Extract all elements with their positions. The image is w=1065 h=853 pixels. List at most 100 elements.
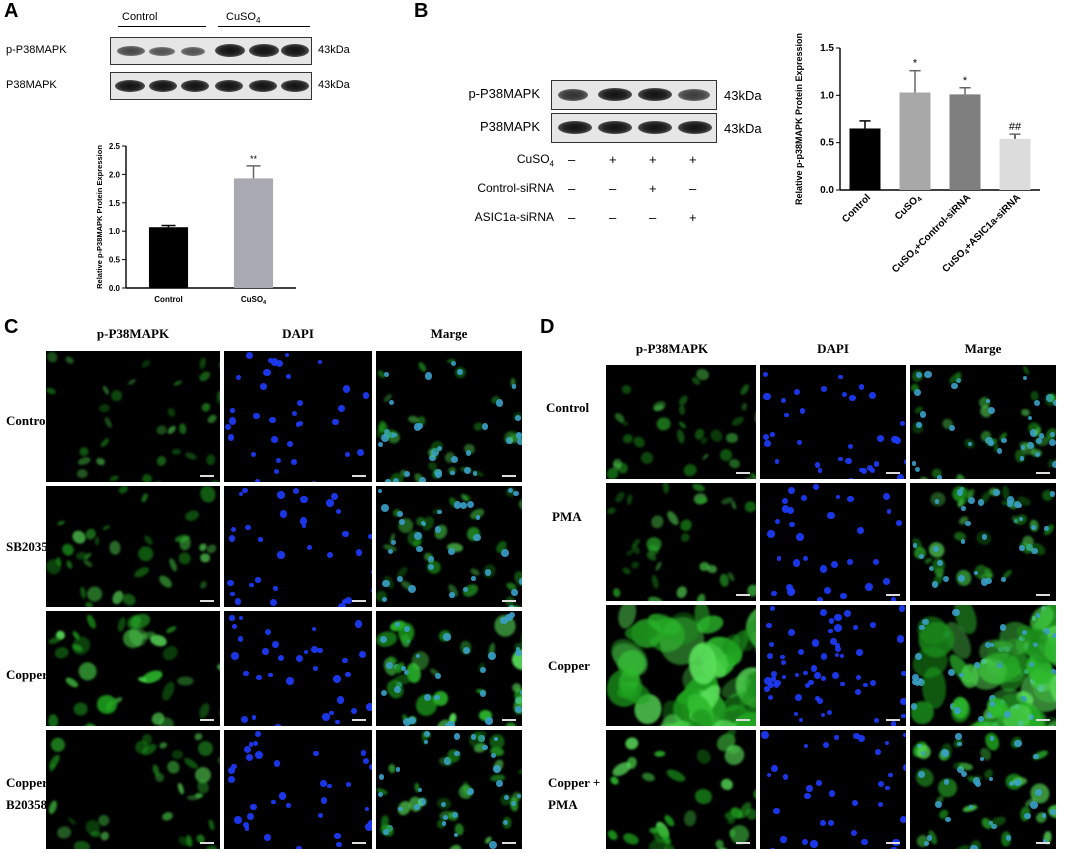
d-micrograph-r0-c2 — [910, 365, 1056, 479]
treatment-label-control-sirna: Control-siRNA — [477, 181, 554, 195]
y-axis-label: Relative p-P38MAPK Protein Expression — [95, 145, 104, 289]
sign-r0-c2: + — [649, 152, 657, 167]
blot-p38-a — [110, 72, 312, 100]
c-micrograph-r1-c1 — [224, 486, 372, 607]
category-label-1: CuSO4 — [241, 295, 267, 306]
d-micrograph-r1-c0 — [606, 483, 756, 601]
treatment-label-asic1a-sirna: ASIC1a-siRNA — [474, 210, 554, 224]
col-head-c-dapi: DAPI — [282, 326, 314, 341]
c-micrograph-r3-c1 — [224, 730, 372, 849]
sign-r0-c3: + — [689, 152, 697, 167]
bar-1 — [899, 92, 931, 190]
blot-label-p-p38-a: p-P38MAPK — [6, 44, 67, 56]
d-micrograph-r1-c1 — [760, 483, 906, 601]
blot-label-p38-a: P38MAPK — [6, 79, 57, 91]
y-tick-label: 0.0 — [109, 284, 121, 293]
blot-label-p-p38-b: p-P38MAPK — [468, 86, 540, 101]
sign-r0-c0: – — [568, 152, 576, 167]
significance-1: ** — [250, 154, 258, 164]
c-micrograph-r3-c0 — [46, 730, 220, 849]
sign-r2-c1: – — [609, 210, 617, 225]
row-head-d-pma: PMA — [552, 509, 582, 524]
category-label-0: Control — [154, 295, 182, 304]
c-micrograph-r3-c2 — [376, 730, 522, 849]
row-head-c-copper-sb: Copper+S B203580 — [6, 775, 63, 812]
col-head-d-dapi: DAPI — [817, 341, 849, 356]
c-micrograph-r2-c2 — [376, 611, 522, 726]
sign-r0-c1: + — [609, 152, 617, 167]
bar-0 — [148, 227, 189, 288]
col-head-c-p-p38: p-P38MAPK — [96, 326, 170, 341]
row-head-d-copper: Copper — [548, 658, 590, 673]
significance-1: * — [913, 58, 918, 70]
kda-p-p38-b: 43kDa — [724, 88, 762, 103]
y-tick-label: 1.0 — [820, 90, 834, 101]
d-micrograph-r0-c0 — [606, 365, 756, 479]
significance-3: ## — [1009, 121, 1022, 133]
group-line-cuso4 — [218, 26, 310, 27]
panel-letter-a: A — [4, 0, 19, 22]
c-micrograph-r0-c0 — [46, 351, 220, 482]
d-micrograph-r2-c1 — [760, 605, 906, 726]
bar-1 — [233, 178, 274, 288]
significance-2: * — [963, 75, 968, 87]
blot-p38-b — [551, 113, 717, 143]
d-micrograph-r3-c2 — [910, 730, 1056, 849]
d-micrograph-r0-c1 — [760, 365, 906, 479]
y-tick-label: 0.0 — [820, 185, 834, 196]
y-tick-label: 0.5 — [109, 256, 121, 265]
d-micrograph-r2-c0 — [606, 605, 756, 726]
category-label-0: Control — [840, 192, 873, 225]
c-micrograph-r1-c0 — [46, 486, 220, 607]
panel-letter-b: B — [414, 0, 429, 22]
treatment-label-cuso4: CuSO4 — [516, 152, 554, 169]
category-label-1: CuSO4 — [893, 192, 924, 223]
sign-r2-c2: – — [649, 210, 657, 225]
row-head-d-control: Control — [546, 400, 590, 415]
blot-p-p38-a — [110, 37, 312, 65]
col-head-c-marge: Marge — [430, 326, 468, 341]
col-head-d-marge: Marge — [964, 341, 1002, 356]
d-micrograph-r3-c0 — [606, 730, 756, 849]
panel-letter-d: D — [540, 316, 555, 338]
group-label-control: Control — [122, 11, 158, 23]
bar-0 — [849, 128, 881, 190]
col-head-d-p-p38: p-P38MAPK — [635, 341, 709, 356]
c-micrograph-r1-c2 — [376, 486, 522, 607]
c-micrograph-r2-c1 — [224, 611, 372, 726]
bar-chart-a: 0.0 0.5 1.0 1.5 2.0 2.5 Control ** CuSO4 Relative… — [95, 142, 296, 306]
row-head-c-copper: Copper — [6, 667, 48, 682]
y-tick-label: 1.5 — [820, 43, 834, 54]
kda-p38-b: 43kDa — [724, 121, 762, 136]
row-head-c-control: Control — [6, 413, 50, 428]
group-line-control — [118, 26, 206, 27]
bar-3 — [999, 138, 1031, 190]
sign-r2-c3: + — [689, 210, 697, 225]
sign-r1-c3: – — [689, 181, 697, 196]
d-micrograph-r2-c2 — [910, 605, 1056, 726]
d-micrograph-r1-c2 — [910, 483, 1056, 601]
bar-chart-b: 0.00.51.01.5Control*CuSO4*CuSO4+Control-… — [794, 33, 1040, 276]
c-micrograph-r0-c1 — [224, 351, 372, 482]
y-tick-label: 2.0 — [109, 170, 121, 179]
kda-p-p38-a: 43kDa — [318, 44, 350, 56]
y-axis-label: Relative p-p38MAPK Protein Expression — [794, 33, 804, 205]
y-tick-label: 1.0 — [109, 227, 121, 236]
sign-r1-c0: – — [568, 181, 576, 196]
y-tick-label: 0.5 — [820, 138, 834, 149]
c-micrograph-r2-c0 — [46, 611, 220, 726]
sign-r2-c0: – — [568, 210, 576, 225]
y-tick-label: 1.5 — [109, 199, 121, 208]
sign-r1-c1: – — [609, 181, 617, 196]
bar-2 — [949, 94, 981, 190]
d-micrograph-r3-c1 — [760, 730, 906, 849]
group-label-cuso4: CuSO4 — [226, 11, 261, 26]
row-head-d-copper-pma: Copper + PMA — [548, 775, 601, 812]
blot-p-p38-b — [551, 80, 717, 110]
blot-label-p38-b: P38MAPK — [480, 119, 540, 134]
c-micrograph-r0-c2 — [376, 351, 522, 482]
sign-r1-c2: + — [649, 181, 657, 196]
panel-letter-c: C — [4, 316, 19, 338]
y-tick-label: 2.5 — [109, 142, 121, 151]
kda-p38-a: 43kDa — [318, 79, 350, 91]
